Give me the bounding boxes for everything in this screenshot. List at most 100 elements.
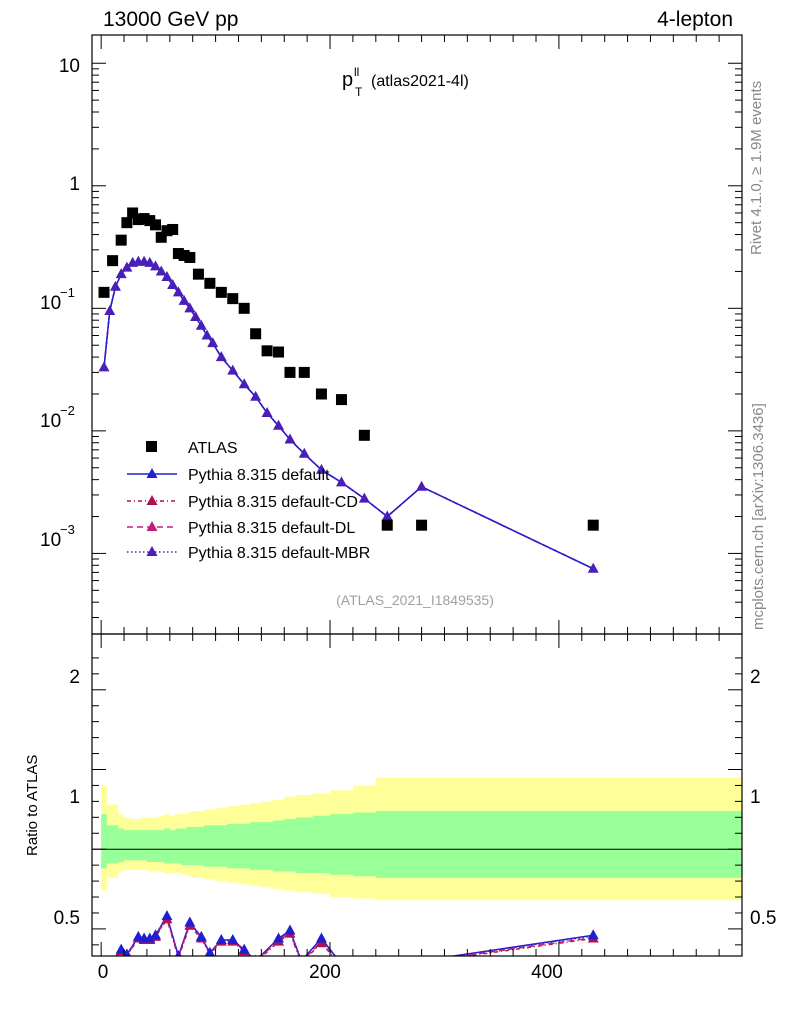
- main-series-marker: [144, 256, 156, 267]
- data-point: [150, 219, 162, 231]
- data-point: [261, 345, 273, 357]
- legend-label-mbr: Pythia 8.315 default-MBR: [188, 545, 370, 562]
- ratio-series-line-default: [114, 914, 594, 956]
- ytick-label-1: 1: [69, 174, 80, 195]
- legend-label-atlas: ATLAS: [188, 440, 238, 457]
- legend-label-default: Pythia 8.315 default: [188, 467, 330, 484]
- main-series-marker: [238, 378, 250, 389]
- ratio-ytick-right-0.5: 0.5: [750, 908, 776, 929]
- main-series-marker: [587, 562, 599, 573]
- ytick-exp-0.1: −1: [60, 285, 75, 300]
- main-panel: 10 1 10 −1 10 −2 10 −3 p ll T (atlas2021…: [40, 34, 743, 635]
- main-series-marker: [215, 351, 227, 362]
- ratio-series-marker-default: [359, 958, 370, 968]
- ratio-series-marker-default: [238, 943, 250, 954]
- ratio-band-inner: [101, 810, 742, 878]
- ratio-ytick-left-0.5: 0.5: [54, 908, 80, 929]
- ratio-ytick-right-2: 2: [750, 667, 761, 688]
- main-series-marker: [161, 271, 173, 282]
- main-series-marker: [381, 510, 393, 521]
- main-series-marker: [184, 302, 196, 313]
- main-series-marker: [273, 419, 285, 430]
- ratio-series-marker-default: [382, 958, 393, 968]
- ratio-frame: [91, 633, 743, 957]
- ratio-ytick-right-1: 1: [750, 787, 761, 808]
- ratio-series-marker-default: [195, 930, 207, 941]
- data-point: [381, 519, 393, 531]
- ratio-series-marker-default: [175, 950, 182, 956]
- legend-marker-default: [146, 468, 158, 478]
- legend-label-cd: Pythia 8.315 default-CD: [188, 494, 358, 511]
- main-series-marker: [104, 305, 116, 316]
- main-series-marker: [172, 286, 184, 297]
- ytick-exp-0.01: −2: [60, 403, 75, 418]
- main-series-marker: [358, 492, 370, 503]
- ytick-base-0.01: 10: [40, 411, 61, 432]
- data-point: [238, 302, 250, 314]
- data-point: [192, 268, 204, 280]
- ratio-series-marker-cd: [416, 956, 427, 966]
- ratio-series-marker-cd: [250, 956, 261, 966]
- ratio-ytick-left-2: 2: [69, 667, 80, 688]
- ratio-series-marker-default: [184, 916, 196, 927]
- data-point: [98, 286, 110, 298]
- data-point: [178, 249, 190, 261]
- main-series-marker: [98, 361, 110, 372]
- main-series-marker: [178, 294, 190, 305]
- ytick-base-0.1: 10: [40, 293, 61, 314]
- data-point: [107, 255, 119, 267]
- data-point: [204, 277, 216, 289]
- legend-marker-cd: [146, 495, 158, 505]
- ratio-series-marker-default: [204, 946, 215, 956]
- ratio-series-line-dl: [115, 915, 594, 956]
- ratio-series-marker-default: [315, 932, 327, 943]
- data-point: [127, 207, 139, 219]
- main-series-marker: [261, 406, 273, 417]
- data-point: [335, 394, 347, 406]
- main-series-marker: [195, 319, 207, 330]
- ratio-series-marker-default: [161, 910, 173, 921]
- data-point: [215, 286, 227, 298]
- xtick-label-0: 0: [98, 962, 109, 983]
- data-point: [138, 213, 150, 225]
- side-version: Rivet 4.1.0, ≥ 1.9M events: [748, 81, 765, 255]
- main-series-marker: [121, 261, 133, 272]
- ratio-ylabel: Ratio to ATLAS: [24, 755, 41, 856]
- header-right: 4-lepton: [657, 8, 733, 31]
- data-point: [144, 215, 156, 227]
- ratio-series-marker-cd: [296, 956, 307, 966]
- ratio-panel: Ratio to ATLAS 2 1 0.5 2 1 0.5 0 200 400: [24, 633, 776, 983]
- data-point: [315, 388, 327, 400]
- ratio-series-marker-default: [122, 948, 132, 956]
- ratio-series-line-mbr: [114, 914, 594, 956]
- main-series-marker: [150, 260, 162, 271]
- data-point: [115, 234, 127, 246]
- main-series-marker: [109, 280, 121, 291]
- data-point: [227, 293, 239, 305]
- plot-title: p ll T (atlas2021-4l): [342, 65, 469, 99]
- ratio-ytick-left-1: 1: [69, 787, 80, 808]
- data-point: [250, 328, 262, 340]
- legend-marker-atlas: [146, 441, 157, 452]
- ratio-plot-area: [92, 777, 742, 970]
- legend-marker-mbr: [146, 546, 158, 556]
- main-axis-ticks: [92, 35, 742, 634]
- data-point: [273, 346, 285, 358]
- main-series-marker: [315, 463, 327, 474]
- main-series-marker: [335, 476, 347, 487]
- main-series-marker: [115, 268, 127, 279]
- main-series-marker: [155, 265, 167, 276]
- ratio-series-marker-default: [150, 929, 162, 940]
- ratio-series-marker-default: [284, 924, 296, 935]
- data-point: [161, 225, 173, 237]
- main-series-marker: [167, 279, 179, 290]
- plot-title-suffix: (atlas2021-4l): [371, 73, 469, 90]
- main-series-marker: [250, 390, 262, 401]
- main-series-marker: [298, 447, 310, 458]
- main-series-marker: [284, 433, 296, 444]
- ytick-base-0.001: 10: [40, 530, 61, 551]
- xtick-label-400: 400: [531, 962, 563, 983]
- data-point: [132, 214, 144, 226]
- ratio-series-marker-cd: [382, 960, 393, 970]
- data-point: [184, 251, 196, 263]
